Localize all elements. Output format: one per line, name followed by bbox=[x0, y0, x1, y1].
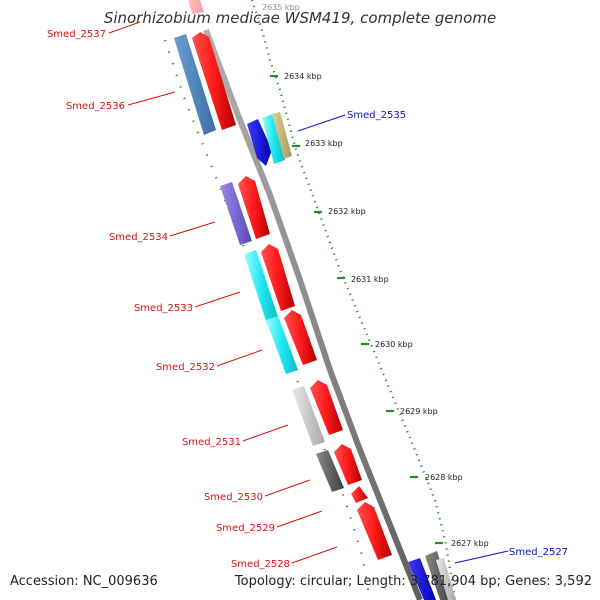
gene-labels: Smed_2537 Smed_2536 Smed_2535 Smed_2534 … bbox=[47, 29, 568, 570]
cog-bar-2533[interactable] bbox=[244, 250, 279, 324]
leader-2537 bbox=[108, 21, 141, 34]
genome-backbone bbox=[203, 28, 423, 600]
leader-2533 bbox=[194, 291, 241, 308]
cds-2535-blue[interactable] bbox=[247, 119, 272, 166]
cds-partial-top[interactable] bbox=[188, 0, 204, 14]
gene-label-2527[interactable]: Smed_2527 bbox=[509, 547, 568, 558]
accession-info: Accession: NC_009636 bbox=[10, 574, 158, 589]
cds-2527-blue[interactable] bbox=[408, 558, 436, 600]
tick-label-2627: 2627 kbp bbox=[451, 539, 489, 548]
cog-bar-2536[interactable] bbox=[174, 34, 216, 135]
gene-label-2532[interactable]: Smed_2532 bbox=[156, 362, 215, 373]
gene-label-2529[interactable]: Smed_2529 bbox=[216, 523, 275, 534]
cds-2536[interactable] bbox=[192, 32, 236, 130]
leader-2532 bbox=[216, 349, 263, 367]
leader-2529 bbox=[276, 510, 323, 528]
tick-label-2633: 2633 kbp bbox=[305, 139, 343, 148]
tick-label-2631: 2631 kbp bbox=[351, 275, 389, 284]
cds-2530[interactable] bbox=[334, 444, 362, 485]
cog-bar-2527-silver[interactable] bbox=[436, 558, 456, 600]
cds-2535-khaki[interactable] bbox=[272, 112, 292, 159]
tick-label-2629: 2629 kbp bbox=[400, 407, 438, 416]
ruler-tick-guide bbox=[250, 0, 457, 600]
ruler-labels: 2635 kbp 2634 kbp 2633 kbp 2632 kbp 2631… bbox=[262, 3, 489, 548]
genome-summary: Topology: circular; Length: 3,781,904 bp… bbox=[234, 574, 592, 589]
ruler-ticks bbox=[270, 74, 443, 545]
cog-bar-2530[interactable] bbox=[316, 450, 344, 492]
cds-2534[interactable] bbox=[238, 176, 270, 239]
map-title: Sinorhizobium medicae WSM419, complete g… bbox=[103, 9, 497, 27]
gene-label-2533[interactable]: Smed_2533 bbox=[134, 303, 193, 314]
tick-label-2630: 2630 kbp bbox=[375, 340, 413, 349]
leader-2527 bbox=[454, 550, 509, 564]
gene-label-2535[interactable]: Smed_2535 bbox=[347, 110, 406, 121]
cog-bars bbox=[174, 34, 344, 492]
gene-label-2534[interactable]: Smed_2534 bbox=[109, 232, 168, 243]
leader-2534 bbox=[169, 221, 216, 237]
leader-2535 bbox=[297, 114, 346, 132]
cds-2531[interactable] bbox=[310, 380, 343, 435]
leader-2531 bbox=[242, 424, 289, 442]
label-leaders bbox=[108, 21, 509, 564]
gene-label-2531[interactable]: Smed_2531 bbox=[182, 437, 241, 448]
tick-label-2632: 2632 kbp bbox=[328, 207, 366, 216]
leader-2536 bbox=[127, 91, 176, 106]
gene-label-2530[interactable]: Smed_2530 bbox=[204, 492, 263, 503]
gene-label-2537[interactable]: Smed_2537 bbox=[47, 29, 106, 40]
cds-2528[interactable] bbox=[357, 502, 392, 560]
gene-label-2528[interactable]: Smed_2528 bbox=[231, 559, 290, 570]
leader-2530 bbox=[264, 479, 311, 497]
cog-bar-2534[interactable] bbox=[220, 182, 252, 245]
tick-label-2634: 2634 kbp bbox=[284, 72, 322, 81]
cog-bar-2532[interactable] bbox=[266, 316, 298, 374]
tick-label-2628: 2628 kbp bbox=[425, 473, 463, 482]
forward-cds bbox=[192, 32, 392, 560]
cds-2533[interactable] bbox=[261, 244, 295, 311]
cluster-2527 bbox=[408, 551, 456, 600]
cluster-2535 bbox=[247, 112, 292, 166]
cog-bar-2531[interactable] bbox=[292, 386, 325, 446]
cds-2532[interactable] bbox=[284, 310, 317, 365]
gene-label-2536[interactable]: Smed_2536 bbox=[66, 101, 125, 112]
leader-2528 bbox=[291, 546, 338, 564]
cds-2529[interactable] bbox=[351, 486, 368, 503]
cds-2535-cyan[interactable] bbox=[262, 114, 285, 164]
tick-label-2635: 2635 kbp bbox=[262, 3, 300, 12]
